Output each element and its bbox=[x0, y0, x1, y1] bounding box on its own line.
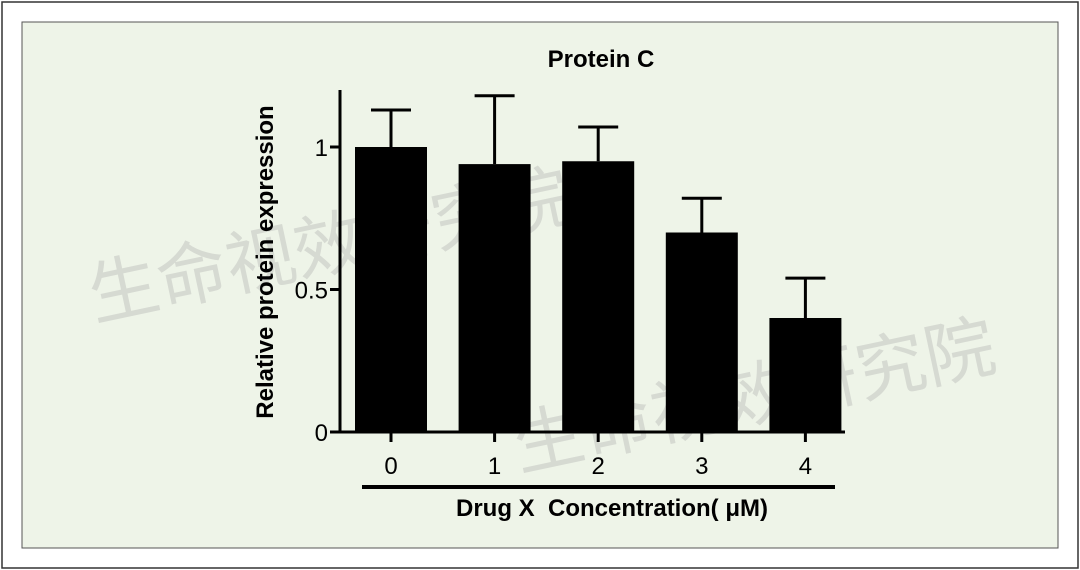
panel bbox=[21, 21, 1059, 549]
bar bbox=[562, 161, 635, 432]
x-axis-label: Drug X Concentration( μM) bbox=[456, 495, 768, 522]
bar bbox=[665, 232, 738, 432]
y-tick-label: 1 bbox=[315, 135, 328, 162]
y-tick-label: 0.5 bbox=[295, 278, 328, 305]
bar bbox=[355, 147, 427, 432]
bar bbox=[458, 164, 531, 432]
x-tick-label: 4 bbox=[799, 453, 812, 480]
y-axis-label: Relative protein expression bbox=[252, 105, 279, 418]
chart-title: Protein C bbox=[548, 46, 655, 73]
x-tick-label: 0 bbox=[384, 453, 397, 480]
bar bbox=[769, 318, 842, 432]
x-tick-label: 2 bbox=[592, 453, 605, 480]
x-tick-label: 1 bbox=[488, 453, 501, 480]
y-tick-label: 0 bbox=[315, 420, 328, 447]
x-tick-label: 3 bbox=[695, 453, 708, 480]
